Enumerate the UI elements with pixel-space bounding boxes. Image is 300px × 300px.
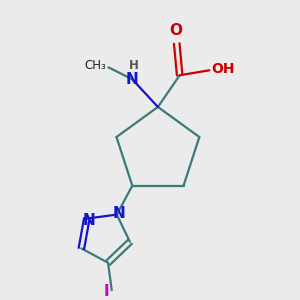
Text: I: I (103, 284, 109, 299)
Text: H: H (129, 59, 139, 72)
Text: N: N (82, 213, 95, 228)
Text: CH₃: CH₃ (85, 59, 106, 72)
Text: OH: OH (212, 62, 235, 76)
Text: N: N (112, 206, 125, 221)
Text: O: O (169, 22, 182, 38)
Text: N: N (126, 72, 139, 87)
